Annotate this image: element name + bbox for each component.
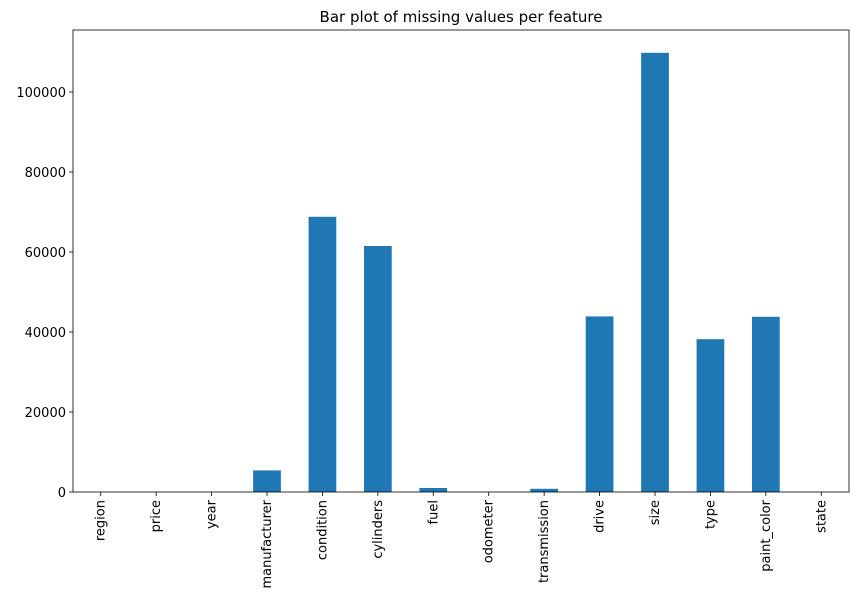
y-tick-label: 0 [58,486,66,501]
bar-fuel [419,488,448,492]
y-tick-label: 80000 [25,166,66,181]
x-tick-label: region [94,500,109,541]
bar-paint-color [752,316,780,492]
bar-manufacturer [253,470,281,492]
y-tick-label: 100000 [16,86,66,101]
plot-frame [72,29,850,493]
y-tick-label: 40000 [25,326,66,341]
x-tick-label: size [648,500,663,525]
x-tick-label: year [205,499,220,529]
x-tick-label: cylinders [371,500,386,559]
bar-condition [308,216,337,493]
x-axis-ticks: region price year manufacturer condition cyli… [94,492,829,589]
x-tick-label: manufacturer [260,499,275,588]
x-tick-label: paint_color [759,499,774,571]
bar-size [641,52,669,493]
x-tick-label: odometer [482,499,497,563]
x-tick-label: price [149,500,164,532]
x-tick-label: type [703,500,718,529]
x-tick-label: transmission [537,500,552,583]
x-tick-label: drive [593,500,608,533]
chart-title: Bar plot of missing values per feature [320,8,603,26]
bar-drive [585,316,614,492]
bar-cylinders [364,246,392,492]
bar-transmission [530,488,558,492]
y-axis-ticks: 0 20000 40000 60000 80000 100000 [16,86,73,501]
bars-layer [253,52,780,493]
y-tick-label: 60000 [25,246,66,261]
y-tick-label: 20000 [25,406,66,421]
x-tick-label: condition [315,500,330,560]
x-tick-label: fuel [426,500,441,524]
bar-type [696,339,725,492]
x-tick-label: state [814,500,829,533]
